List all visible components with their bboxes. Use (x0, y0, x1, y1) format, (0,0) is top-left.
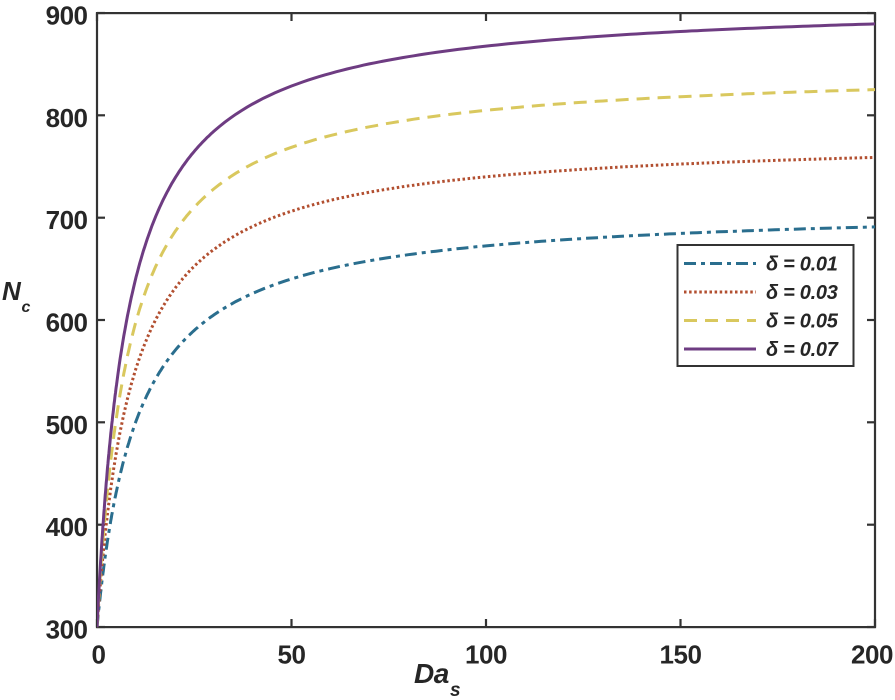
svg-text:100: 100 (465, 640, 507, 670)
svg-text:150: 150 (660, 640, 702, 670)
svg-text:900: 900 (46, 1, 88, 31)
svg-text:δ = 0.01: δ = 0.01 (766, 254, 838, 276)
svg-text:δ = 0.03: δ = 0.03 (766, 282, 838, 304)
svg-text:50: 50 (278, 640, 306, 670)
svg-text:800: 800 (46, 103, 88, 133)
svg-text:δ = 0.05: δ = 0.05 (766, 311, 839, 333)
svg-text:s: s (450, 680, 460, 700)
svg-text:300: 300 (46, 615, 88, 645)
svg-text:0: 0 (92, 640, 106, 670)
svg-text:δ = 0.07: δ = 0.07 (766, 339, 839, 361)
svg-text:700: 700 (46, 205, 88, 235)
svg-text:600: 600 (46, 308, 88, 338)
svg-text:c: c (22, 299, 31, 316)
svg-text:200: 200 (851, 640, 893, 670)
svg-text:N: N (2, 276, 22, 306)
svg-text:400: 400 (46, 512, 88, 542)
svg-text:500: 500 (46, 410, 88, 440)
svg-text:Da: Da (414, 658, 449, 689)
